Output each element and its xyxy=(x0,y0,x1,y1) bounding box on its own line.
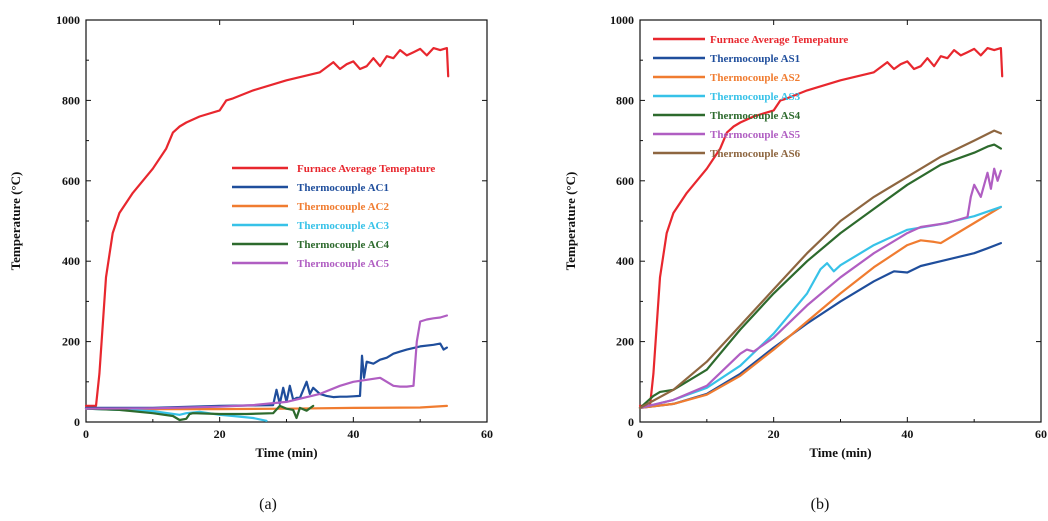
x-axis-label: Time (min) xyxy=(809,445,871,460)
y-tick-label: 400 xyxy=(616,254,634,268)
x-tick-label: 0 xyxy=(637,427,643,441)
x-tick-label: 40 xyxy=(347,427,359,441)
legend-label: Thermocouple AS6 xyxy=(710,148,801,160)
panel-caption: (a) xyxy=(259,496,277,513)
y-tick-label: 0 xyxy=(74,415,80,429)
x-tick-label: 0 xyxy=(83,427,89,441)
series-line-thermocouple-as6 xyxy=(638,129,1003,409)
series-line-thermocouple-as5 xyxy=(638,167,1003,409)
panel-a: 0 200 400 600 800 1000 0 20 40 60 Time (min) Temper… xyxy=(8,13,493,513)
legend-label: Thermocouple AC1 xyxy=(297,182,389,194)
series-line-furnace-average-temepature xyxy=(638,46,1004,407)
y-tick-label: 600 xyxy=(62,174,80,188)
series-line-thermocouple-as2 xyxy=(638,205,1003,409)
legend-label: Thermocouple AC5 xyxy=(297,258,389,270)
series-line-thermocouple-ac5 xyxy=(84,314,448,410)
y-tick-label: 800 xyxy=(616,93,634,107)
legend-label: Thermocouple AS3 xyxy=(710,91,801,103)
legend-label: Thermocouple AS4 xyxy=(710,110,801,122)
legend-label: Furnace Average Temepature xyxy=(710,34,848,46)
y-tick-label: 0 xyxy=(628,415,634,429)
x-axis-label: Time (min) xyxy=(255,445,317,460)
panel-caption: (b) xyxy=(811,496,830,513)
x-tick-label: 40 xyxy=(901,427,913,441)
legend-label: Thermocouple AC3 xyxy=(297,220,389,232)
y-tick-label: 200 xyxy=(62,335,80,349)
y-tick-label: 200 xyxy=(616,335,634,349)
y-tick-label: 600 xyxy=(616,174,634,188)
x-tick-label: 20 xyxy=(768,427,780,441)
legend-label: Thermocouple AC2 xyxy=(297,201,389,213)
y-axis-label: Temperature (°C) xyxy=(563,172,578,271)
y-tick-label: 1000 xyxy=(56,13,80,27)
y-tick-label: 400 xyxy=(62,254,80,268)
x-tick-label: 60 xyxy=(481,427,493,441)
legend-label: Thermocouple AS1 xyxy=(710,53,800,65)
x-tick-label: 60 xyxy=(1035,427,1047,441)
legend-label: Thermocouple AS2 xyxy=(710,72,801,84)
panel-b: 0 200 400 600 800 1000 0 20 40 60 Time (min) Temper… xyxy=(563,13,1047,513)
series-line-furnace-average-temepature xyxy=(84,46,450,407)
legend-label: Thermocouple AC4 xyxy=(297,239,389,251)
legend-label: Thermocouple AS5 xyxy=(710,129,801,141)
y-axis-label: Temperature (°C) xyxy=(8,172,23,271)
y-tick-label: 800 xyxy=(62,93,80,107)
legend-label: Furnace Average Temepature xyxy=(297,163,435,175)
x-tick-label: 20 xyxy=(214,427,226,441)
series-line-thermocouple-as4 xyxy=(638,143,1003,409)
y-tick-label: 1000 xyxy=(610,13,634,27)
series-line-thermocouple-ac4 xyxy=(84,404,315,422)
series-line-thermocouple-ac1 xyxy=(84,342,448,409)
